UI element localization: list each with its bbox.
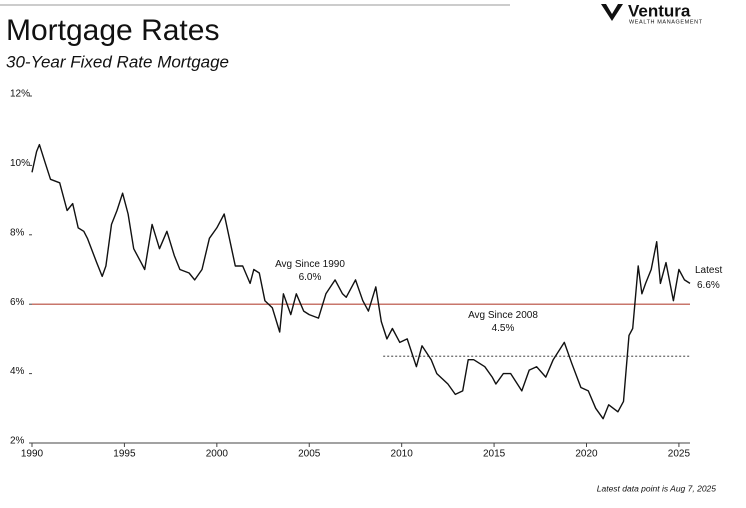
chart-title: Mortgage Rates	[6, 14, 219, 47]
footnote: Latest data point is Aug 7, 2025	[597, 483, 717, 493]
x-tick-label: 1995	[113, 449, 136, 460]
latest-value: 6.6%	[697, 280, 720, 291]
y-tick-label: 6%	[10, 297, 25, 308]
annotation: 6.0%	[299, 272, 322, 283]
x-tick-label: 2020	[575, 449, 598, 460]
annotation: Avg Since 2008	[468, 310, 538, 321]
logo-name: Ventura	[628, 1, 691, 20]
x-tick-label: 2010	[391, 449, 414, 460]
y-tick-label: 10%	[10, 158, 30, 169]
chart-subtitle: 30-Year Fixed Rate Mortgage	[6, 52, 229, 71]
x-tick-label: 2015	[483, 449, 506, 460]
logo-mark	[601, 4, 623, 21]
y-tick-label: 4%	[10, 366, 25, 377]
y-tick-label: 8%	[10, 227, 25, 238]
x-tick-label: 2000	[206, 449, 229, 460]
y-tick-label: 12%	[10, 89, 30, 100]
logo-tagline: WEALTH MANAGEMENT	[629, 19, 703, 25]
x-tick-label: 2005	[298, 449, 321, 460]
x-tick-label: 2025	[668, 449, 691, 460]
annotation: 4.5%	[492, 323, 515, 334]
line-series	[31, 143, 691, 420]
x-tick-label: 1990	[21, 449, 44, 460]
annotation: Avg Since 1990	[275, 259, 345, 270]
latest-label: Latest	[695, 265, 722, 276]
y-tick-label: 2%	[10, 436, 25, 447]
